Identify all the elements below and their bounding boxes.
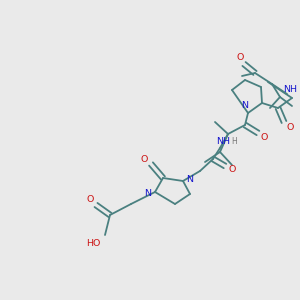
Text: O: O <box>140 155 148 164</box>
Text: N: N <box>187 176 194 184</box>
Text: H: H <box>231 137 237 146</box>
Text: N: N <box>242 100 248 109</box>
Text: NH: NH <box>216 136 230 146</box>
Text: NH: NH <box>283 85 297 94</box>
Text: O: O <box>236 53 244 62</box>
Text: N: N <box>145 188 152 197</box>
Text: O: O <box>86 196 94 205</box>
Text: HO: HO <box>86 238 100 247</box>
Text: O: O <box>228 166 236 175</box>
Text: O: O <box>260 134 268 142</box>
Text: O: O <box>286 122 294 131</box>
